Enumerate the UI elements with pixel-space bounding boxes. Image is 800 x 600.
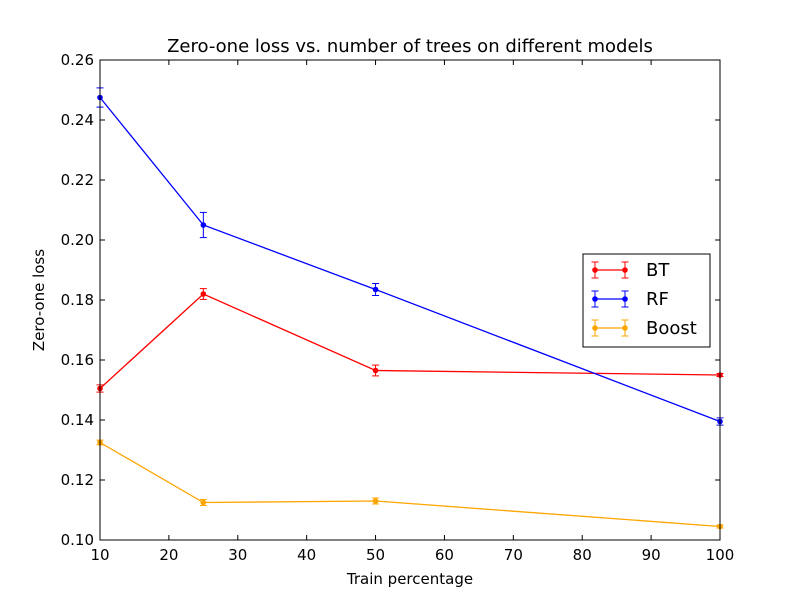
x-axis-title: Train percentage xyxy=(346,570,473,588)
chart-title: Zero-one loss vs. number of trees on dif… xyxy=(167,36,653,57)
y-axis-title: Zero-one loss xyxy=(30,249,48,351)
y-tick-label: 0.22 xyxy=(61,171,94,189)
series-line-boost xyxy=(99,441,721,528)
data-point-bt xyxy=(372,367,379,374)
x-tick-label: 10 xyxy=(90,546,109,564)
legend-label-bt: BT xyxy=(646,260,670,281)
y-tick-label: 0.26 xyxy=(61,51,94,69)
y-tick-label: 0.16 xyxy=(61,351,94,369)
data-point-rf xyxy=(200,222,207,228)
data-point-boost xyxy=(200,499,207,506)
series-line-rf xyxy=(99,97,721,423)
x-tick-label: 90 xyxy=(642,546,661,564)
legend-label-boost: Boost xyxy=(646,318,697,339)
y-tick-label: 0.14 xyxy=(61,411,94,429)
series-line-bt xyxy=(99,293,721,389)
y-tick-label: 0.18 xyxy=(61,291,94,309)
data-point-bt xyxy=(200,291,207,297)
y-tick-label: 0.20 xyxy=(61,231,94,249)
y-tick-label: 0.24 xyxy=(61,111,94,129)
x-tick-label: 80 xyxy=(573,546,592,564)
legend-marker-rf xyxy=(592,296,598,302)
legend-marker-boost xyxy=(592,325,598,331)
ticks: 10 20 30 40 50 60 70 80 90 100 0.10 0.12 0.14 0.16 0.1… xyxy=(61,51,735,564)
x-tick-label: 70 xyxy=(504,546,523,564)
y-tick-label: 0.12 xyxy=(61,471,94,489)
x-tick-label: 30 xyxy=(228,546,247,564)
y-tick-label: 0.10 xyxy=(61,531,94,549)
data-point-boost xyxy=(372,498,379,504)
legend-marker-boost xyxy=(622,325,628,331)
legend-marker-bt xyxy=(622,267,628,273)
x-tick-label: 100 xyxy=(706,546,735,564)
x-tick-label: 20 xyxy=(159,546,178,564)
x-tick-label: 40 xyxy=(297,546,316,564)
legend-label-rf: RF xyxy=(646,289,669,310)
x-tick-label: 50 xyxy=(366,546,385,564)
plot-frame xyxy=(99,59,721,541)
legend-marker-bt xyxy=(592,267,598,273)
x-tick-label: 60 xyxy=(435,546,454,564)
data-point-rf xyxy=(372,286,379,293)
legend-marker-rf xyxy=(622,296,628,302)
legend: BT RF Boost xyxy=(582,253,711,348)
